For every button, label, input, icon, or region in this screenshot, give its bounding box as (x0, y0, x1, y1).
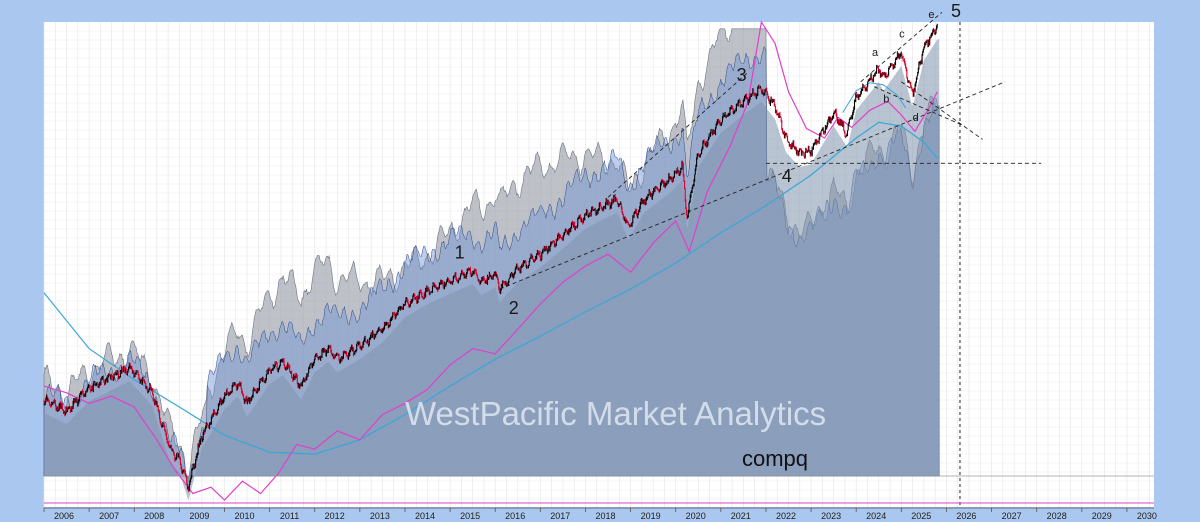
x-tick-label: 2030 (1137, 511, 1157, 521)
x-tick-label: 2016 (505, 511, 525, 521)
wave-label-b: b (883, 93, 889, 105)
price-series (43, 23, 938, 493)
x-axis-strip (44, 508, 1154, 522)
x-tick-label: 2012 (325, 511, 345, 521)
wave-label-3: 3 (737, 65, 747, 85)
wedge-lower-line (874, 86, 965, 127)
x-axis: 2006 2007 2008 2009 2010 2011 2012 2013 2014 2015… (43, 507, 1157, 522)
x-tick-label: 2027 (1002, 511, 1022, 521)
x-tick-label: 2013 (370, 511, 390, 521)
watermark-text: WestPacific Market Analytics (405, 395, 826, 432)
wave-label-4: 4 (782, 166, 792, 186)
x-tick-label: 2010 (234, 511, 254, 521)
x-tick-label: 2018 (595, 511, 615, 521)
x-tick-label: 2022 (776, 511, 796, 521)
x-tick-label: 2009 (189, 511, 209, 521)
x-tick-label: 2029 (1092, 511, 1112, 521)
lower-channel-line (499, 81, 1006, 290)
wedge-upper-line (860, 11, 943, 83)
x-tick-label: 2026 (956, 511, 976, 521)
x-tick-label: 2019 (641, 511, 661, 521)
x-tick-label: 2025 (911, 511, 931, 521)
x-tick-label: 2021 (731, 511, 751, 521)
wave-label-a: a (872, 47, 879, 59)
wave-label-e: e (928, 9, 934, 21)
x-tick-label: 2011 (280, 511, 299, 521)
wave-label-5: 5 (951, 1, 961, 21)
wave-label-2: 2 (509, 298, 519, 318)
x-tick-label: 2023 (821, 511, 841, 521)
x-tick-label: 2014 (415, 511, 435, 521)
x-tick-label: 2017 (550, 511, 570, 521)
wave-label-1: 1 (455, 243, 465, 263)
x-tick-label: 2008 (144, 511, 164, 521)
x-tick-label: 2020 (686, 511, 706, 521)
slate-band-area (44, 39, 940, 501)
x-tick-label: 2006 (54, 511, 74, 521)
wave-labels: 1 2 3 4 5 a b c d e (455, 1, 961, 318)
trend-lines (44, 11, 1154, 507)
x-tick-label: 2024 (866, 511, 886, 521)
x-tick-label: 2007 (99, 511, 119, 521)
x-tick-label: 2028 (1047, 511, 1067, 521)
upper-channel-line (607, 72, 749, 198)
magenta-indicator-line (43, 20, 938, 501)
wave-label-c: c (899, 28, 905, 40)
cyan-arc-line (842, 82, 907, 113)
x-tick-label: 2015 (460, 511, 480, 521)
ticker-label: compq (742, 446, 808, 471)
wave-label-d: d (913, 112, 919, 124)
